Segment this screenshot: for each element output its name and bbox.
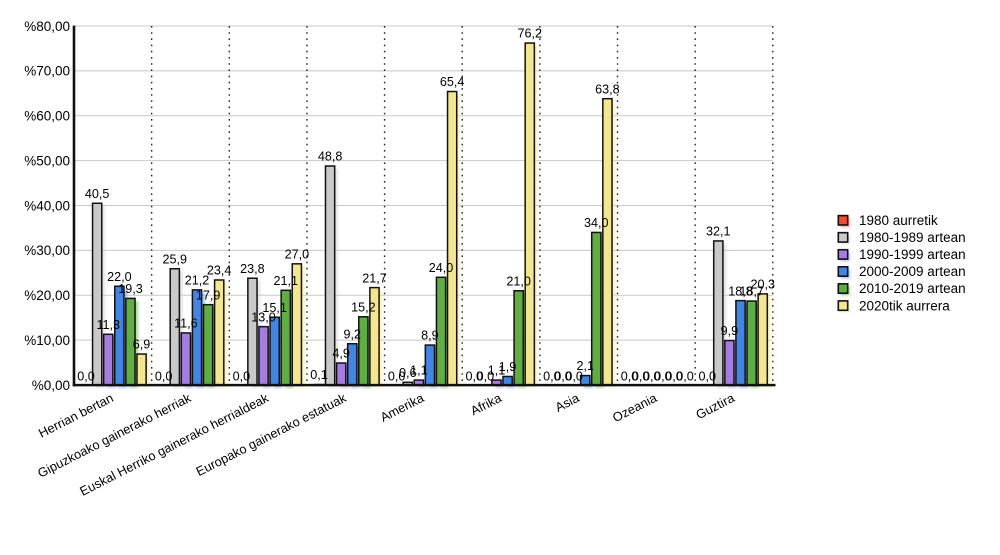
svg-text:8,9: 8,9 xyxy=(421,329,439,343)
svg-text:48,8: 48,8 xyxy=(318,150,343,164)
svg-text:76,2: 76,2 xyxy=(518,27,543,41)
svg-text:15,2: 15,2 xyxy=(351,300,376,314)
svg-text:0,1: 0,1 xyxy=(310,368,328,382)
svg-text:1980-1989 artean: 1980-1989 artean xyxy=(859,230,966,245)
svg-text:1,1: 1,1 xyxy=(410,364,428,378)
svg-text:15,1: 15,1 xyxy=(262,301,287,315)
svg-text:2020tik aurrera: 2020tik aurrera xyxy=(859,298,950,313)
svg-text:2000-2009 artean: 2000-2009 artean xyxy=(859,264,966,279)
svg-text:23,4: 23,4 xyxy=(207,264,232,278)
svg-text:%80,00: %80,00 xyxy=(24,19,70,34)
svg-text:23,8: 23,8 xyxy=(240,262,265,276)
svg-text:1990-1999 artean: 1990-1999 artean xyxy=(859,247,966,262)
svg-text:17,9: 17,9 xyxy=(196,288,221,302)
svg-text:6,9: 6,9 xyxy=(133,338,151,352)
svg-text:%50,00: %50,00 xyxy=(24,153,70,168)
svg-text:2,1: 2,1 xyxy=(576,359,594,373)
svg-text:%20,00: %20,00 xyxy=(24,288,70,303)
svg-text:%30,00: %30,00 xyxy=(24,243,70,258)
svg-text:%40,00: %40,00 xyxy=(24,198,70,213)
svg-text:25,9: 25,9 xyxy=(163,252,188,266)
svg-text:4,9: 4,9 xyxy=(332,347,350,361)
svg-text:21,0: 21,0 xyxy=(506,274,531,288)
svg-text:34,0: 34,0 xyxy=(584,216,609,230)
svg-text:32,1: 32,1 xyxy=(706,225,731,239)
svg-text:%0,00: %0,00 xyxy=(32,378,70,393)
svg-text:0,0: 0,0 xyxy=(233,369,251,383)
svg-text:9,2: 9,2 xyxy=(344,327,362,341)
svg-text:9,9: 9,9 xyxy=(721,324,739,338)
svg-text:19,3: 19,3 xyxy=(118,282,143,296)
svg-text:21,7: 21,7 xyxy=(362,271,387,285)
svg-text:65,4: 65,4 xyxy=(440,75,465,89)
svg-text:%10,00: %10,00 xyxy=(24,333,70,348)
svg-text:21,2: 21,2 xyxy=(185,274,210,288)
svg-text:%60,00: %60,00 xyxy=(24,109,70,124)
svg-text:63,8: 63,8 xyxy=(595,82,620,96)
svg-text:1980 aurretik: 1980 aurretik xyxy=(859,213,938,228)
svg-text:24,0: 24,0 xyxy=(429,261,454,275)
svg-text:0,0: 0,0 xyxy=(155,369,173,383)
svg-text:11,6: 11,6 xyxy=(174,317,198,331)
svg-text:%70,00: %70,00 xyxy=(24,64,70,79)
svg-text:2010-2019 artean: 2010-2019 artean xyxy=(859,281,966,296)
svg-text:0,0: 0,0 xyxy=(77,369,95,383)
svg-text:27,0: 27,0 xyxy=(285,247,310,261)
svg-text:11,3: 11,3 xyxy=(96,318,120,332)
svg-text:0,0: 0,0 xyxy=(698,369,716,383)
svg-text:0,0: 0,0 xyxy=(676,369,694,383)
svg-text:21,1: 21,1 xyxy=(273,274,298,288)
svg-text:20,3: 20,3 xyxy=(750,278,775,292)
svg-text:1,9: 1,9 xyxy=(499,360,517,374)
svg-text:40,5: 40,5 xyxy=(85,187,110,201)
